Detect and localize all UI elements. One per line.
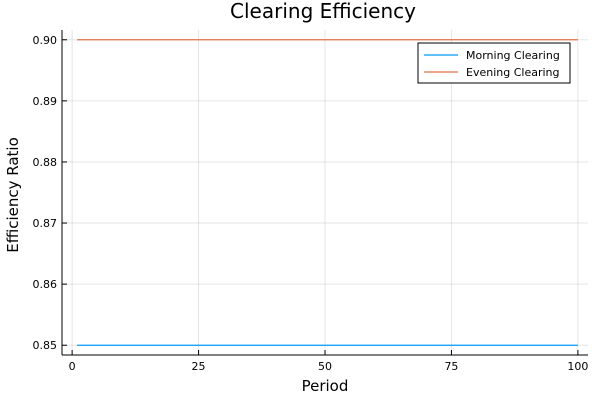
axes (61, 30, 588, 356)
x-tick-label: 50 (318, 360, 332, 373)
series-lines (77, 39, 578, 346)
y-tick-label: 0.90 (33, 34, 58, 47)
x-tick-label: 100 (567, 360, 588, 373)
tick-labels: 0 25 50 75 100 0.85 0.86 0.87 0.88 0.89 0.90 (33, 34, 589, 373)
x-tick-label: 25 (192, 360, 206, 373)
chart-title: Clearing Efficiency (230, 0, 416, 23)
legend-label-2: Evening Clearing (466, 66, 559, 79)
x-tick-label: 75 (444, 360, 458, 373)
y-axis-label: Efficiency Ratio (4, 137, 22, 253)
y-tick-label: 0.88 (33, 156, 58, 169)
legend: Morning Clearing Evening Clearing (417, 42, 571, 84)
x-tick-label: 0 (69, 360, 76, 373)
legend-label-1: Morning Clearing (466, 49, 560, 62)
x-axis-label: Period (302, 377, 349, 395)
y-tick-label: 0.85 (33, 339, 58, 352)
y-tick-label: 0.89 (33, 95, 58, 108)
legend-box (417, 42, 571, 84)
y-tick-label: 0.87 (33, 217, 58, 230)
y-tick-label: 0.86 (33, 278, 58, 291)
